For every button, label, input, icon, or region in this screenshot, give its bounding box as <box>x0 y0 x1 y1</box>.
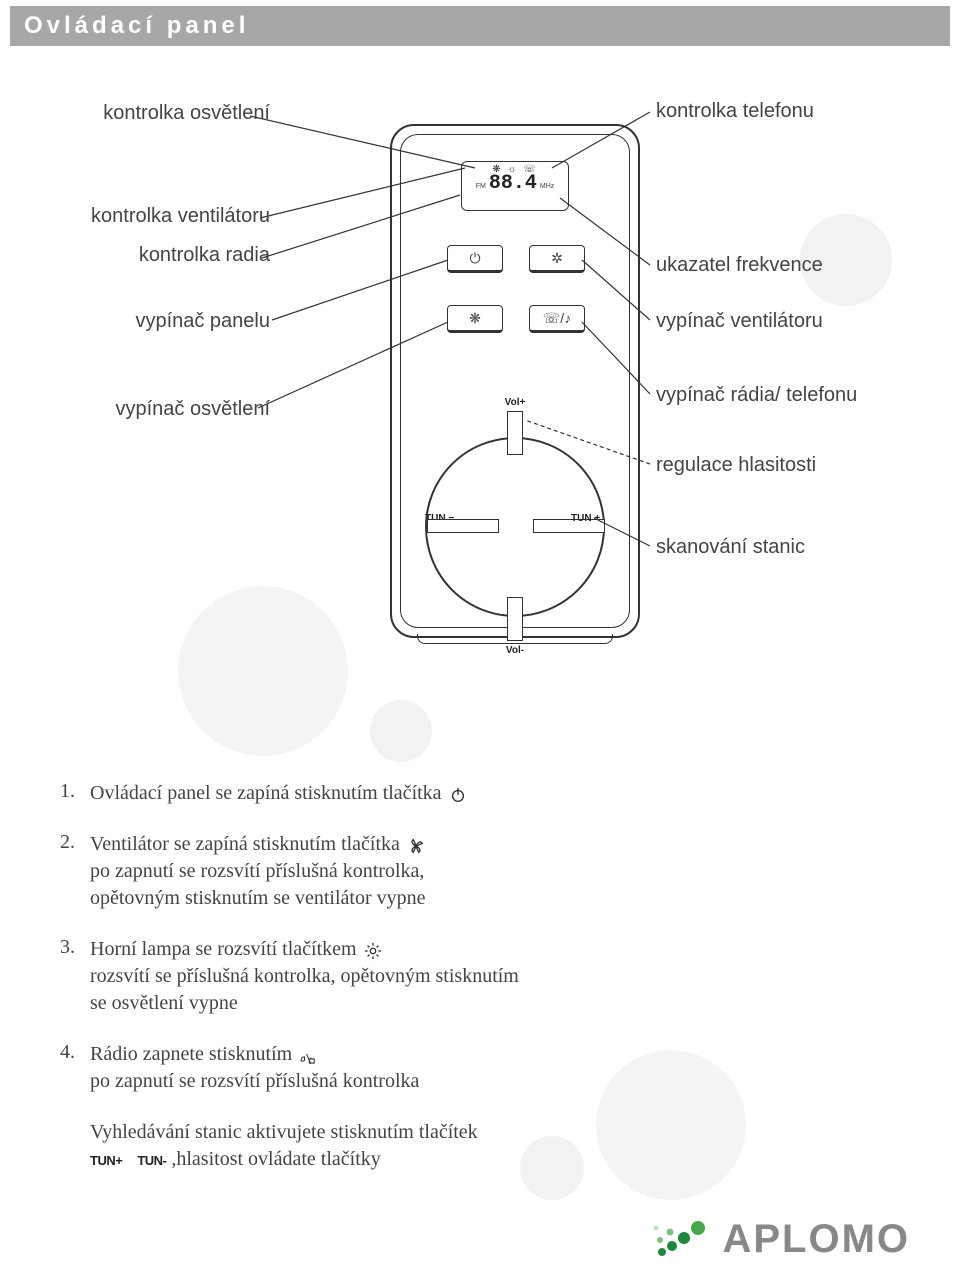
page-title: Ovládací panel <box>24 12 249 39</box>
power-button[interactable]: ⏻ <box>447 245 503 273</box>
instruction-body: Ovládací panel se zapíná stisknutím tlač… <box>90 780 820 807</box>
background-circle <box>370 700 432 762</box>
display-unit: MHz <box>540 183 554 190</box>
callout-label: skanování stanic <box>656 536 936 559</box>
display-screen: ❋ ☼ ☏ FM 88.4 MHz <box>461 161 569 211</box>
instruction-text: se osvětlení vypne <box>90 992 238 1014</box>
callout-label: vypínač panelu <box>20 310 270 333</box>
callout-label: kontrolka radia <box>20 244 270 267</box>
logo-mark <box>650 1214 710 1264</box>
tun-plus-label: TUN + <box>571 513 600 524</box>
light-icon <box>364 941 382 959</box>
instructions-list: 1.Ovládací panel se zapíná stisknutím tl… <box>60 780 820 1197</box>
fan-icon <box>407 836 425 854</box>
device-inner-frame: ❋ ☼ ☏ FM 88.4 MHz ⏻ ✲ ❋ ☏/♪ Vol+ Vol- TU… <box>400 134 630 628</box>
instruction-number: 4. <box>60 1041 90 1095</box>
instruction-body: Rádio zapnete stisknutím po zapnutí se r… <box>90 1041 820 1095</box>
instruction-text: rozsvítí se příslušná kontrolka, opětovn… <box>90 965 519 987</box>
callout-label: vypínač osvětlení <box>20 398 270 421</box>
tun-minus-text: TUN- <box>137 1153 166 1168</box>
callout-label: kontrolka telefonu <box>656 100 936 123</box>
logo-text: APLOMO <box>722 1217 910 1262</box>
callout-label: kontrolka ventilátoru <box>20 205 270 228</box>
instruction-body: Ventilátor se zapíná stisknutím tlačítka… <box>90 831 820 912</box>
instruction-item: 4.Rádio zapnete stisknutím po zapnutí se… <box>60 1041 820 1095</box>
callout-label: kontrolka osvětlení <box>20 102 270 125</box>
tun-plus-text: TUN+ <box>90 1153 122 1168</box>
instruction-body: Horní lampa se rozsvítí tlačítkem rozsví… <box>90 936 820 1017</box>
fan-icon: ✲ <box>551 250 563 266</box>
instruction-item: 2.Ventilátor se zapíná stisknutím tlačít… <box>60 831 820 912</box>
instruction-text: Ventilátor se zapíná stisknutím tlačítka <box>90 833 400 855</box>
vol-plus-button[interactable] <box>507 411 523 455</box>
instruction-number: 1. <box>60 780 90 807</box>
light-button[interactable]: ❋ <box>447 305 503 333</box>
callout-label: vypínač rádia/ telefonu <box>656 384 936 407</box>
vol-minus-label: Vol- <box>506 645 524 656</box>
page-header: Ovládací panel <box>10 6 950 46</box>
background-circle <box>178 586 348 756</box>
instruction-item: 1.Ovládací panel se zapíná stisknutím tl… <box>60 780 820 807</box>
fan-button[interactable]: ✲ <box>529 245 585 273</box>
power-icon: ⏻ <box>469 250 480 266</box>
instruction-text: Ovládací panel se zapíná stisknutím tlač… <box>90 782 442 804</box>
footer-line-2-rest: ,hlasitost ovládate tlačítky <box>171 1148 380 1170</box>
callout-label: regulace hlasitosti <box>656 454 936 477</box>
display-band: FM <box>476 183 486 190</box>
instruction-text: Horní lampa se rozsvítí tlačítkem <box>90 938 357 960</box>
control-panel-device: ❋ ☼ ☏ FM 88.4 MHz ⏻ ✲ ❋ ☏/♪ Vol+ Vol- TU… <box>390 124 640 638</box>
footer-line-1: Vyhledávání stanic aktivujete stisknutím… <box>90 1119 820 1146</box>
tun-minus-button[interactable] <box>427 519 499 533</box>
light-icon: ❋ <box>469 310 481 326</box>
radio-icon <box>299 1046 317 1064</box>
instruction-number: 3. <box>60 936 90 1017</box>
instruction-item: 3.Horní lampa se rozsvítí tlačítkem rozs… <box>60 936 820 1017</box>
device-base <box>417 634 614 644</box>
vol-plus-label: Vol+ <box>505 397 526 408</box>
instruction-text: Rádio zapnete stisknutím <box>90 1043 292 1065</box>
instruction-text: po zapnutí se rozsvítí příslušná kontrol… <box>90 1070 419 1092</box>
power-icon <box>449 785 467 803</box>
instruction-number: 2. <box>60 831 90 912</box>
display-frequency: 88.4 <box>489 175 537 193</box>
callout-label: ukazatel frekvence <box>656 254 936 277</box>
radio-phone-icon: ☏/♪ <box>543 310 571 326</box>
instruction-footer: Vyhledávání stanic aktivujete stisknutím… <box>90 1119 820 1173</box>
radio-phone-button[interactable]: ☏/♪ <box>529 305 585 333</box>
instruction-text: po zapnutí se rozsvítí příslušná kontrol… <box>90 860 424 882</box>
callout-label: vypínač ventilátoru <box>656 310 936 333</box>
instruction-text: opětovným stisknutím se ventilátor vypne <box>90 887 426 909</box>
brand-logo: APLOMO <box>650 1214 910 1264</box>
